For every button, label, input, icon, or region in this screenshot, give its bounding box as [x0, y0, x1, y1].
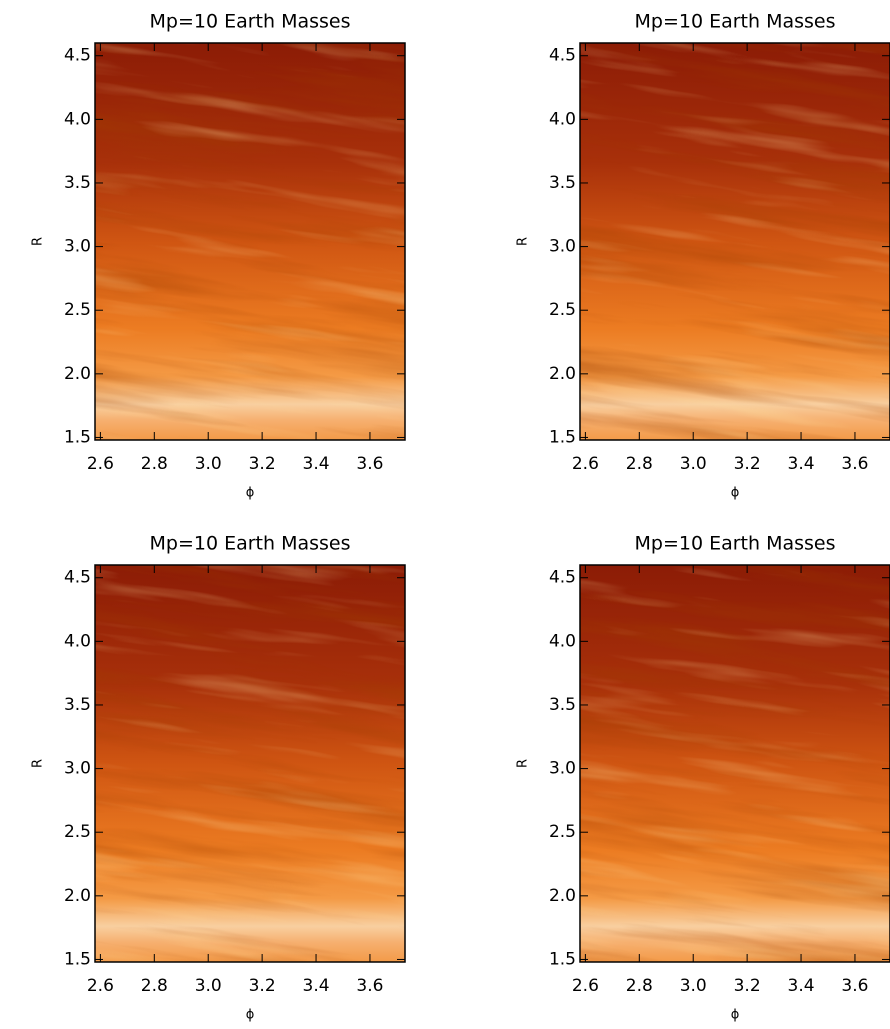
x-tick-label: 3.4 — [303, 976, 330, 996]
x-tick-label: 2.6 — [87, 454, 114, 474]
y-tick-label: 3.5 — [549, 173, 576, 193]
y-tick-label: 3.5 — [64, 173, 91, 193]
heatmap-image — [580, 565, 890, 962]
heatmap-image — [95, 565, 405, 962]
x-tick-label: 3.4 — [788, 454, 815, 474]
x-tick-label: 3.2 — [734, 454, 761, 474]
y-tick-label: 2.5 — [549, 300, 576, 320]
x-tick-label: 3.0 — [680, 976, 707, 996]
y-tick-label: 2.0 — [549, 886, 576, 906]
heatmap-light-streaks — [95, 565, 405, 962]
x-axis-label: ϕ — [731, 486, 740, 501]
x-axis-label: ϕ — [246, 1008, 255, 1023]
x-axis-label: ϕ — [246, 486, 255, 501]
panel-title: Mp=10 Earth Masses — [634, 533, 835, 555]
y-tick-label: 4.5 — [549, 568, 576, 588]
plot-frame — [579, 564, 890, 963]
y-tick-label: 3.0 — [549, 237, 576, 257]
x-tick-label: 2.8 — [141, 454, 168, 474]
heatmap-image — [95, 43, 405, 440]
panel: Mp=10 Earth Masses 2.6 2.8 3.0 3.2 3.4 3.6 1.5 2… — [516, 533, 890, 1023]
panel-title: Mp=10 Earth Masses — [634, 11, 835, 33]
y-axis-label: R — [31, 759, 46, 768]
y-tick-label: 3.0 — [549, 759, 576, 779]
x-tick-label: 3.6 — [356, 454, 383, 474]
x-tick-label: 3.6 — [841, 454, 868, 474]
y-tick-label: 1.5 — [549, 949, 576, 969]
panel: Mp=10 Earth Masses 2.6 2.8 3.0 3.2 3.4 3.6 1.5 2… — [31, 11, 406, 501]
x-tick-label: 3.4 — [788, 976, 815, 996]
y-tick-label: 4.0 — [64, 631, 91, 651]
x-tick-label: 2.8 — [626, 976, 653, 996]
y-tick-label: 2.5 — [549, 822, 576, 842]
panel: Mp=10 Earth Masses 2.6 2.8 3.0 3.2 3.4 3.6 1.5 2… — [516, 11, 890, 501]
x-axis-label: ϕ — [731, 1008, 740, 1023]
y-axis-label: R — [31, 237, 46, 246]
y-tick-label: 1.5 — [549, 427, 576, 447]
x-tick-label: 3.0 — [195, 454, 222, 474]
y-tick-label: 4.5 — [549, 46, 576, 66]
x-tick-label: 2.6 — [572, 454, 599, 474]
y-tick-label: 1.5 — [64, 949, 91, 969]
y-tick-label: 3.0 — [64, 759, 91, 779]
y-axis-label: R — [516, 759, 531, 768]
x-tick-label: 3.0 — [195, 976, 222, 996]
panel-title: Mp=10 Earth Masses — [149, 11, 350, 33]
plot-frame — [94, 42, 406, 441]
y-tick-label: 2.0 — [549, 364, 576, 384]
y-tick-label: 2.0 — [64, 364, 91, 384]
panel-title: Mp=10 Earth Masses — [149, 533, 350, 555]
x-tick-label: 2.8 — [626, 454, 653, 474]
x-tick-label: 3.6 — [841, 976, 868, 996]
x-tick-label: 3.2 — [734, 976, 761, 996]
y-tick-label: 4.0 — [549, 109, 576, 129]
y-tick-label: 2.0 — [64, 886, 91, 906]
heatmap-light-streaks — [95, 43, 405, 440]
x-tick-label: 2.8 — [141, 976, 168, 996]
y-tick-label: 2.5 — [64, 822, 91, 842]
x-tick-label: 2.6 — [572, 976, 599, 996]
y-tick-label: 4.0 — [64, 109, 91, 129]
y-tick-label: 2.5 — [64, 300, 91, 320]
y-tick-label: 3.0 — [64, 237, 91, 257]
x-tick-label: 3.2 — [249, 976, 276, 996]
y-tick-label: 4.5 — [64, 568, 91, 588]
plot-frame — [94, 564, 406, 963]
x-tick-label: 2.6 — [87, 976, 114, 996]
y-tick-label: 4.5 — [64, 46, 91, 66]
y-axis-label: R — [516, 237, 531, 246]
x-tick-label: 3.0 — [680, 454, 707, 474]
y-tick-label: 4.0 — [549, 631, 576, 651]
plot-frame — [579, 42, 890, 441]
x-tick-label: 3.4 — [303, 454, 330, 474]
heatmap-image — [580, 43, 890, 440]
x-tick-label: 3.2 — [249, 454, 276, 474]
y-tick-label: 1.5 — [64, 427, 91, 447]
heatmap-light-streaks — [580, 43, 890, 440]
y-tick-label: 3.5 — [549, 695, 576, 715]
y-tick-label: 3.5 — [64, 695, 91, 715]
panel: Mp=10 Earth Masses 2.6 2.8 3.0 3.2 3.4 3.6 1.5 2… — [31, 533, 406, 1023]
x-tick-label: 3.6 — [356, 976, 383, 996]
heatmap-light-streaks — [580, 565, 890, 962]
